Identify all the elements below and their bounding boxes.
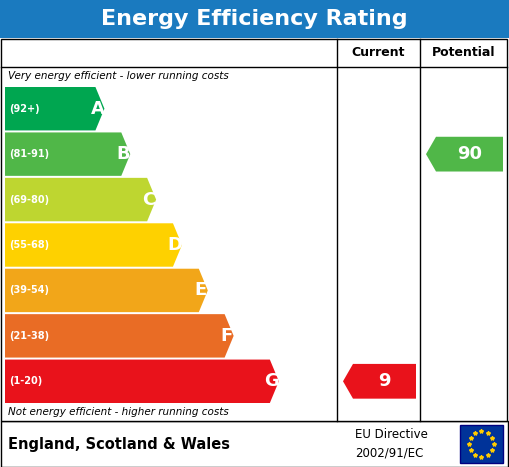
Bar: [1, 39, 507, 421]
Text: (39-54): (39-54): [9, 285, 49, 296]
Bar: [1, 421, 508, 467]
Text: Energy Efficiency Rating: Energy Efficiency Rating: [101, 9, 408, 29]
Polygon shape: [5, 178, 156, 221]
Bar: [0, 0, 509, 38]
Polygon shape: [5, 223, 182, 267]
Polygon shape: [426, 137, 503, 171]
Text: (69-80): (69-80): [9, 195, 49, 205]
Text: (1-20): (1-20): [9, 376, 42, 386]
Text: D: D: [167, 236, 182, 254]
Text: 90: 90: [457, 145, 482, 163]
Text: G: G: [264, 372, 279, 390]
Text: (21-38): (21-38): [9, 331, 49, 341]
Text: England, Scotland & Wales: England, Scotland & Wales: [8, 437, 230, 452]
Polygon shape: [5, 269, 208, 312]
Text: Current: Current: [352, 47, 405, 59]
Bar: [460, 425, 503, 463]
Text: Very energy efficient - lower running costs: Very energy efficient - lower running co…: [8, 71, 229, 81]
Polygon shape: [5, 87, 104, 130]
Polygon shape: [5, 133, 130, 176]
Text: Not energy efficient - higher running costs: Not energy efficient - higher running co…: [8, 407, 229, 417]
Text: (81-91): (81-91): [9, 149, 49, 159]
Text: Potential: Potential: [432, 47, 495, 59]
Text: 9: 9: [378, 372, 391, 390]
Text: B: B: [117, 145, 130, 163]
Polygon shape: [343, 364, 416, 399]
Text: E: E: [194, 282, 207, 299]
Text: C: C: [143, 191, 156, 209]
Text: A: A: [91, 100, 104, 118]
Polygon shape: [5, 360, 279, 403]
Text: EU Directive
2002/91/EC: EU Directive 2002/91/EC: [355, 429, 428, 460]
Text: (55-68): (55-68): [9, 240, 49, 250]
Text: F: F: [220, 327, 233, 345]
Text: (92+): (92+): [9, 104, 40, 113]
Polygon shape: [5, 314, 234, 358]
